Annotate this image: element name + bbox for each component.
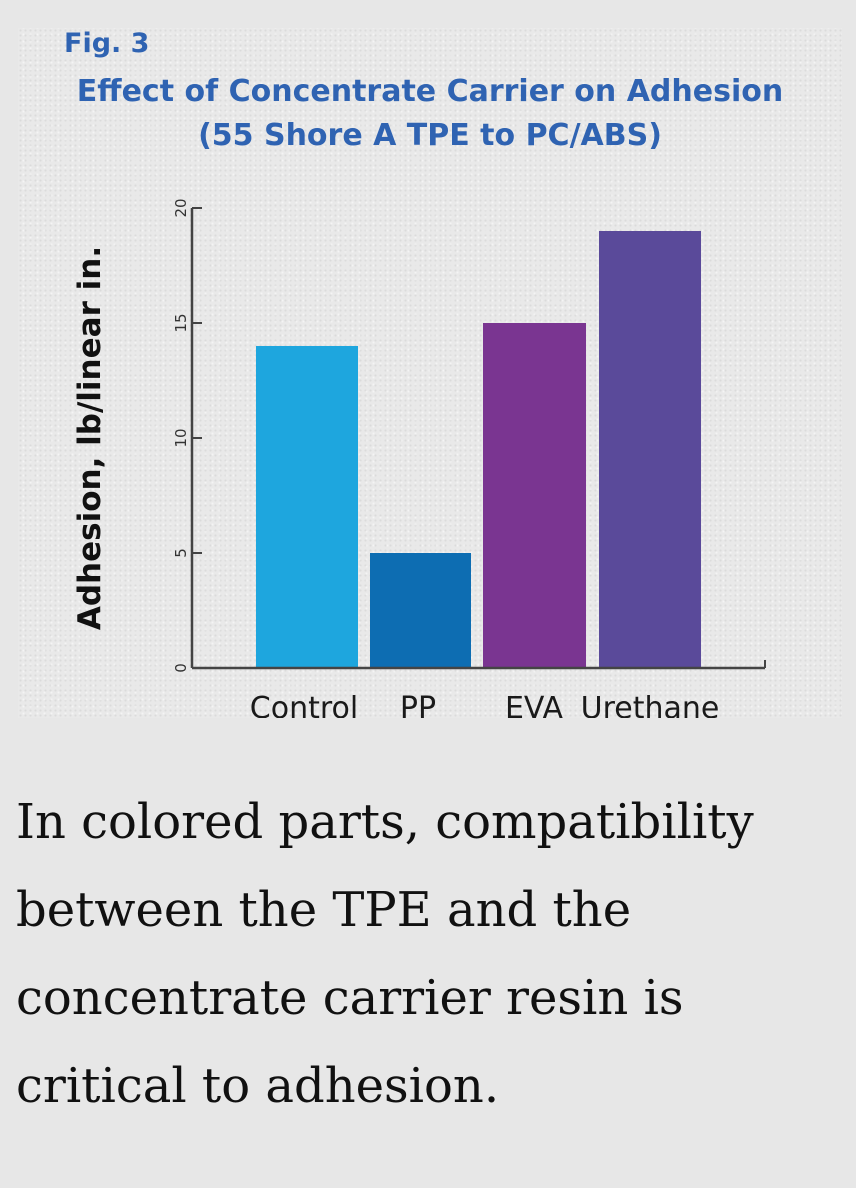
figure-label: Fig. 3: [64, 28, 150, 59]
y-tick-label: 0: [172, 663, 190, 673]
chart-title: Effect of Concentrate Carrier on Adhesio…: [18, 70, 842, 158]
y-tick-label: 20: [172, 198, 190, 217]
y-tick-label: 15: [172, 313, 190, 332]
x-tick-label: EVA: [505, 691, 564, 718]
figure-caption: In colored parts, compatibility between …: [16, 794, 754, 1114]
chart-title-line-1: Effect of Concentrate Carrier on Adhesio…: [76, 74, 784, 109]
y-axis-title: Adhesion, lb/linear in.: [72, 246, 108, 630]
chart-figure: Fig. 3 Effect of Concentrate Carrier on …: [18, 28, 842, 718]
bar-chart: 0 5 10 15 20 Control PP EVA Urethane Adhesion, lb…: [72, 198, 766, 718]
bar-pp: [370, 553, 471, 668]
x-tick-label: PP: [400, 691, 436, 718]
bar-control: [256, 346, 358, 668]
bar-eva: [483, 323, 586, 668]
x-tick-label: Control: [250, 691, 358, 718]
chart-subtitle: (55 Shore A TPE to PC/ABS): [198, 118, 662, 153]
x-tick-label: Urethane: [581, 691, 720, 718]
y-tick-label: 5: [172, 548, 190, 558]
y-tick-label: 10: [172, 428, 190, 447]
bar-urethane: [599, 231, 701, 668]
